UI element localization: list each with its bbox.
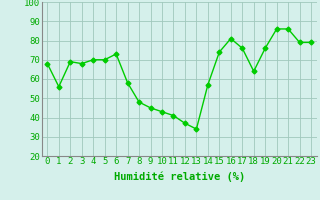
X-axis label: Humidité relative (%): Humidité relative (%) xyxy=(114,172,245,182)
